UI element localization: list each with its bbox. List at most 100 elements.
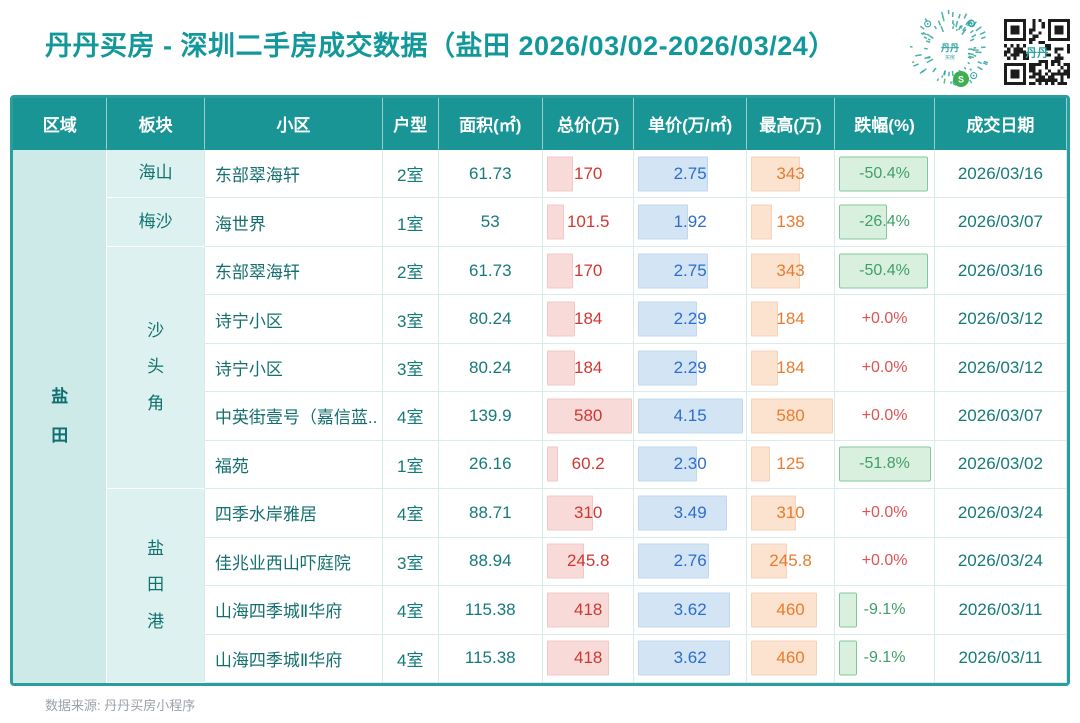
layout-cell: 3室	[382, 343, 439, 393]
block-cell-3: 盐 田 港	[107, 489, 205, 683]
drop-cell: -51.8%	[835, 440, 935, 490]
unit-value: 2.75	[673, 260, 707, 280]
unit-value: 2.75	[673, 163, 707, 183]
unit-value: 3.62	[673, 648, 707, 668]
unit-cell: 3.62	[634, 634, 747, 683]
unit-bar	[638, 253, 709, 289]
total-cell: 580	[542, 392, 635, 441]
date-cell: 2026/03/12	[934, 343, 1067, 393]
max-cell: 138	[746, 198, 836, 247]
total-value: 245.8	[566, 551, 610, 571]
layout-cell: 1室	[382, 198, 439, 247]
unit-value: 2.29	[673, 357, 707, 377]
max-bar	[750, 301, 779, 337]
drop-value: -9.1%	[863, 649, 906, 667]
column-header-3: 户型	[382, 98, 439, 150]
unit-value: 3.49	[673, 502, 707, 522]
layout-cell: 4室	[382, 586, 439, 635]
block-cell-1: 梅沙	[107, 198, 205, 247]
total-bar	[546, 398, 633, 434]
svg-text:丹丹: 丹丹	[941, 43, 959, 53]
table: 区域 板块 小区 户型 面积(㎡) 总价(万) 单价(万/㎡) 最高(万) 跌幅(%) 成交日期盐…	[10, 95, 1070, 686]
block-cell-2: 沙 头 角	[107, 246, 205, 490]
column-header-1: 板块	[107, 98, 205, 150]
total-bar	[546, 446, 558, 482]
unit-value: 2.30	[673, 454, 707, 474]
drop-cell: +0.0%	[835, 295, 935, 344]
total-value: 184	[574, 357, 603, 377]
date-cell: 2026/03/16	[934, 150, 1067, 199]
drop-value: -50.4%	[859, 261, 910, 279]
max-value: 138	[776, 212, 805, 232]
svg-text:买房: 买房	[945, 54, 955, 61]
drop-cell: -26.4%	[835, 198, 935, 247]
community-cell: 东部翠海轩	[204, 150, 383, 199]
max-bar	[750, 640, 817, 676]
column-header-7: 最高(万)	[746, 98, 836, 150]
total-bar	[546, 592, 609, 628]
drop-value: -51.8%	[859, 455, 910, 473]
community-cell: 中英街壹号（嘉信蓝..	[204, 392, 383, 441]
total-value: 418	[574, 648, 603, 668]
miniprogram-qr-icon: 丹丹 买房 S	[908, 8, 992, 92]
max-cell: 245.8	[746, 537, 836, 587]
area-cell: 61.73	[438, 150, 543, 199]
unit-cell: 3.49	[634, 489, 747, 538]
community-cell: 四季水岸雅居	[204, 489, 383, 538]
total-bar	[546, 495, 594, 531]
max-cell: 460	[746, 634, 836, 683]
layout-cell: 3室	[382, 295, 439, 344]
area-cell: 88.94	[438, 537, 543, 587]
total-value: 101.5	[566, 212, 610, 232]
drop-bar	[839, 204, 887, 240]
drop-cell: +0.0%	[835, 537, 935, 587]
unit-cell: 2.30	[634, 440, 747, 490]
svg-text:丹丹: 丹丹	[1026, 47, 1049, 60]
unit-value: 4.15	[673, 405, 707, 425]
max-value: 184	[776, 309, 805, 329]
drop-value: +0.0%	[861, 406, 908, 424]
max-cell: 310	[746, 489, 836, 538]
total-value: 310	[574, 502, 603, 522]
block-cell-0: 海山	[107, 150, 205, 199]
total-bar	[546, 543, 585, 579]
community-cell: 福苑	[204, 440, 383, 490]
total-value: 418	[574, 599, 603, 619]
layout-cell: 2室	[382, 150, 439, 199]
drop-value: +0.0%	[861, 310, 908, 328]
date-cell: 2026/03/24	[934, 489, 1067, 538]
date-cell: 2026/03/12	[934, 295, 1067, 344]
area-cell: 80.24	[438, 295, 543, 344]
unit-value: 3.62	[673, 599, 707, 619]
layout-cell: 3室	[382, 537, 439, 587]
total-cell: 101.5	[542, 198, 635, 247]
max-cell: 343	[746, 150, 836, 199]
drop-cell: +0.0%	[835, 343, 935, 393]
date-cell: 2026/03/24	[934, 537, 1067, 587]
data-source-note: 数据来源: 丹丹买房小程序	[45, 698, 196, 713]
max-bar	[750, 592, 817, 628]
max-cell: 184	[746, 295, 836, 344]
date-cell: 2026/03/16	[934, 246, 1067, 296]
unit-cell: 2.29	[634, 343, 747, 393]
unit-cell: 2.76	[634, 537, 747, 587]
column-header-8: 跌幅(%)	[835, 98, 935, 150]
area-cell: 61.73	[438, 246, 543, 296]
total-bar	[546, 350, 576, 386]
column-header-9: 成交日期	[934, 98, 1067, 150]
unit-cell: 3.62	[634, 586, 747, 635]
max-value: 343	[776, 163, 805, 183]
max-bar	[750, 543, 787, 579]
community-cell: 佳兆业西山吓庭院	[204, 537, 383, 587]
total-cell: 170	[542, 150, 635, 199]
max-bar	[750, 253, 801, 289]
community-cell: 诗宁小区	[204, 343, 383, 393]
page-title: 丹丹买房 - 深圳二手房成交数据（盐田 2026/03/02-2026/03/2…	[45, 31, 836, 61]
area-cell: 139.9	[438, 392, 543, 441]
drop-bar	[839, 253, 929, 289]
drop-value: -50.4%	[859, 164, 910, 182]
date-cell: 2026/03/11	[934, 586, 1067, 635]
total-cell: 170	[542, 246, 635, 296]
layout-cell: 2室	[382, 246, 439, 296]
max-cell: 460	[746, 586, 836, 635]
